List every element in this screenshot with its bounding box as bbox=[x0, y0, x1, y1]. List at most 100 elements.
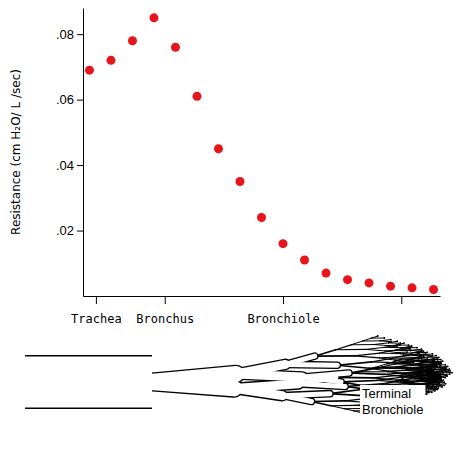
alveolus bbox=[449, 373, 451, 375]
airway-lumen bbox=[299, 384, 346, 387]
alveolus bbox=[432, 384, 434, 386]
airway-branch bbox=[337, 362, 372, 365]
airway-branch bbox=[411, 350, 421, 352]
alveolus bbox=[403, 353, 405, 355]
y-axis-line bbox=[83, 9, 84, 297]
annotation: TerminalBronchiole bbox=[362, 386, 423, 417]
y-axis: .02.04.06.08 bbox=[56, 9, 84, 297]
y-tick: .06 bbox=[56, 92, 83, 107]
x-tick-mark bbox=[96, 296, 97, 304]
alveolus bbox=[435, 387, 437, 389]
point bbox=[128, 36, 137, 45]
alveolus bbox=[435, 373, 437, 375]
point bbox=[429, 285, 438, 294]
alveolus bbox=[439, 364, 441, 366]
airway-branch bbox=[395, 361, 407, 362]
alveolus bbox=[421, 358, 423, 360]
point bbox=[365, 278, 374, 287]
y-tick: .08 bbox=[56, 27, 83, 42]
alveolus bbox=[440, 362, 442, 364]
alveolus bbox=[434, 390, 436, 392]
y-tick-label: .06 bbox=[56, 92, 74, 107]
x-tick-mark bbox=[165, 296, 166, 304]
alveolus bbox=[440, 365, 442, 367]
alveolus bbox=[449, 370, 451, 372]
x-axis-line bbox=[84, 296, 441, 297]
alveolus bbox=[422, 375, 424, 377]
airway-branch bbox=[150, 382, 234, 388]
alveolus bbox=[412, 362, 414, 364]
alveolus bbox=[418, 352, 420, 354]
alveolus bbox=[437, 362, 439, 364]
alveolus bbox=[390, 341, 392, 343]
airway-branch bbox=[406, 369, 421, 370]
alveolus bbox=[436, 373, 438, 375]
alveolus bbox=[432, 359, 434, 361]
point bbox=[214, 144, 223, 153]
y-tick-label: .08 bbox=[56, 27, 74, 42]
alveolus bbox=[431, 372, 433, 374]
airway-branch bbox=[330, 394, 362, 396]
airway-branch bbox=[393, 358, 414, 359]
alveolus bbox=[429, 386, 431, 388]
x-tick-label: Trachea bbox=[71, 312, 122, 326]
point bbox=[386, 282, 395, 291]
airway-branch bbox=[354, 356, 379, 358]
airway-branch bbox=[404, 382, 414, 383]
y-axis-title: Resistance (cm H₂O/ L /sec) bbox=[9, 69, 23, 235]
airway-branch bbox=[396, 378, 415, 380]
alveolus bbox=[425, 374, 427, 376]
alveolus bbox=[417, 357, 419, 359]
airway-branch bbox=[359, 371, 387, 372]
point bbox=[300, 256, 309, 265]
point bbox=[408, 283, 417, 292]
alveolus bbox=[445, 364, 447, 366]
airway-branch bbox=[374, 345, 389, 346]
y-tick: .02 bbox=[56, 223, 83, 238]
alveolus bbox=[431, 381, 433, 383]
airway-branch bbox=[428, 389, 437, 390]
alveolus bbox=[440, 359, 442, 361]
airway-branch bbox=[403, 363, 413, 365]
alveolus bbox=[429, 382, 431, 384]
alveolus bbox=[442, 379, 444, 381]
airway-branch bbox=[375, 367, 396, 368]
alveolus bbox=[421, 371, 423, 373]
alveolus bbox=[437, 376, 439, 378]
point bbox=[235, 177, 244, 186]
airway-branch bbox=[396, 345, 408, 346]
x-tick-mark bbox=[283, 296, 284, 304]
alveolus bbox=[421, 379, 423, 381]
airway-branch bbox=[366, 349, 385, 351]
airway-branch bbox=[371, 338, 384, 339]
alveolus bbox=[434, 368, 436, 370]
alveolus bbox=[432, 374, 434, 376]
airway-branch bbox=[336, 377, 373, 379]
x-tick: Trachea bbox=[71, 296, 122, 326]
alveolus bbox=[421, 350, 423, 352]
airway-branch bbox=[380, 340, 391, 341]
point bbox=[149, 13, 158, 22]
airway-branch bbox=[330, 390, 359, 394]
alveolus bbox=[417, 374, 419, 376]
alveolus bbox=[377, 335, 379, 337]
point bbox=[257, 213, 266, 222]
airway-branch bbox=[359, 367, 375, 371]
airway-branch bbox=[331, 406, 344, 409]
alveolus bbox=[403, 342, 405, 344]
airway-branch bbox=[299, 384, 346, 387]
airway-branch bbox=[344, 409, 353, 411]
alveolus bbox=[439, 381, 441, 383]
airway-branch bbox=[354, 411, 360, 412]
alveolus bbox=[440, 375, 442, 377]
point bbox=[343, 275, 352, 284]
alveolus bbox=[438, 357, 440, 359]
airway-branch bbox=[380, 353, 401, 355]
airway-lumen bbox=[236, 374, 302, 377]
y-tick-mark bbox=[77, 231, 83, 232]
alveolus bbox=[427, 382, 429, 384]
airway-lumen bbox=[234, 388, 282, 395]
airway-branch bbox=[413, 377, 428, 378]
alveolus bbox=[426, 351, 428, 353]
alveolus bbox=[437, 378, 439, 380]
